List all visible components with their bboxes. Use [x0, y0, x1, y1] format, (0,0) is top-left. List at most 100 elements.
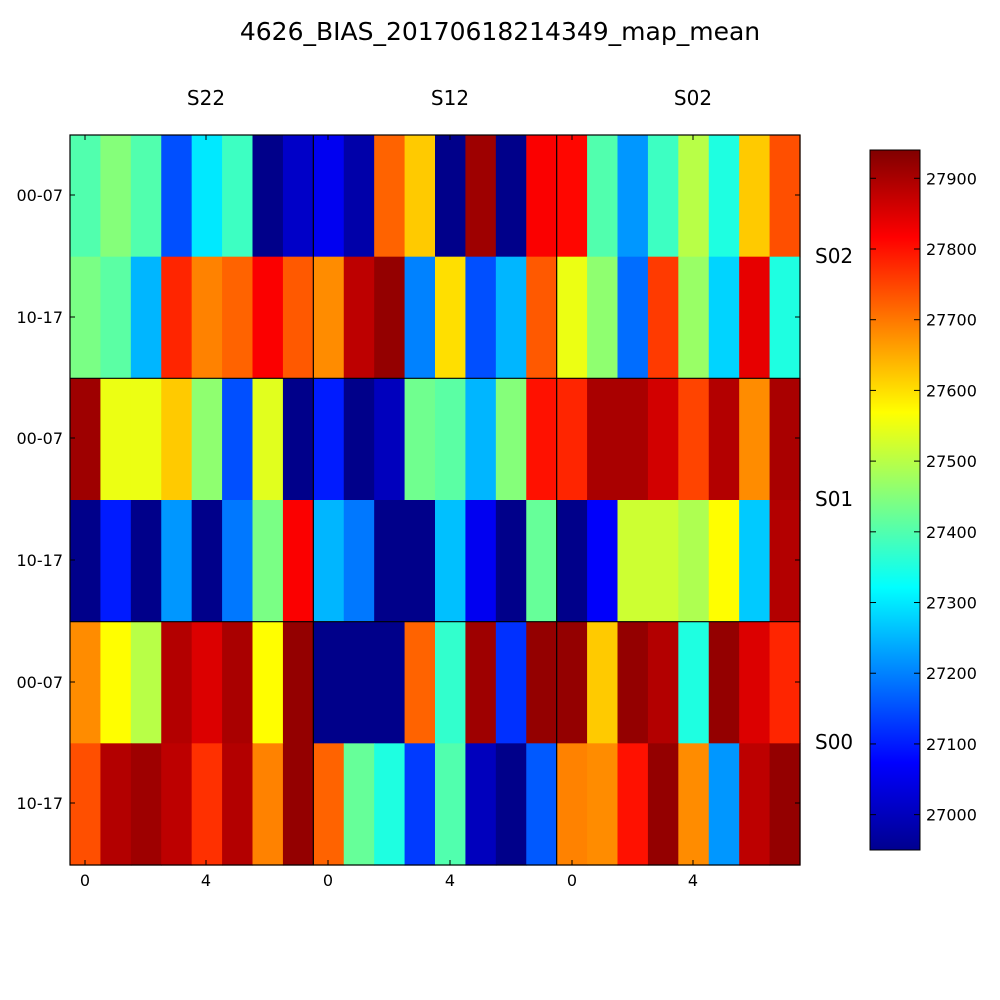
- row-tick-label: 10-17: [17, 551, 64, 570]
- x-tick-label: 0: [323, 871, 333, 890]
- heatmap-cell: [587, 378, 619, 501]
- colorbar-ticks: 27000 27100 27200 27300 27400 27500 27600 27700…: [870, 169, 977, 825]
- heatmap-cell: [161, 135, 193, 258]
- row-tick-label: 00-07: [17, 673, 64, 692]
- heatmap-cell: [739, 743, 771, 866]
- heatmap-cell: [252, 135, 284, 258]
- heatmap-cell: [526, 378, 558, 501]
- heatmap-cell: [161, 500, 193, 623]
- heatmap-cell: [739, 621, 771, 744]
- heatmap-cell: [191, 135, 223, 258]
- heatmap-cell: [739, 378, 771, 501]
- colorbar: 27000 27100 27200 27300 27400 27500 27600 27700…: [869, 149, 977, 851]
- heatmap-cell: [282, 135, 314, 258]
- heatmap-cell: [769, 378, 801, 501]
- heatmap-cell: [282, 743, 314, 866]
- heatmap-cell: [343, 256, 375, 379]
- heatmap-cell: [282, 378, 314, 501]
- heatmap-cell: [404, 621, 436, 744]
- column-group-label: S22: [187, 86, 225, 110]
- heatmap-cell: [465, 256, 497, 379]
- heatmap-cell: [313, 500, 345, 623]
- heatmap-cell: [404, 743, 436, 866]
- heatmap-cell: [100, 256, 132, 379]
- heatmap-cell: [404, 378, 436, 501]
- heatmap-cell: [222, 743, 254, 866]
- heatmap-cell: [252, 378, 284, 501]
- heatmap-cell: [587, 135, 619, 258]
- colorbar-tick-label: 27800: [926, 240, 977, 259]
- row-tick-label: 10-17: [17, 308, 64, 327]
- heatmap-cell: [130, 743, 162, 866]
- heatmap-cell: [374, 378, 406, 501]
- heatmap-cell: [556, 256, 588, 379]
- heatmap-cell: [708, 743, 740, 866]
- heatmap-cell: [587, 621, 619, 744]
- row-tick-label: 00-07: [17, 186, 64, 205]
- heatmap-cell: [70, 500, 102, 623]
- heatmap-cell: [130, 621, 162, 744]
- colorbar-tick-label: 27600: [926, 381, 977, 400]
- heatmap-cell: [404, 256, 436, 379]
- heatmap-cell: [678, 743, 710, 866]
- colorbar-tick-label: 27700: [926, 311, 977, 330]
- heatmap-cell: [465, 621, 497, 744]
- heatmap-cell: [556, 743, 588, 866]
- heatmap-cell: [404, 500, 436, 623]
- heatmap-cell: [495, 378, 527, 501]
- heatmap-cell: [222, 256, 254, 379]
- heatmap-cell: [678, 256, 710, 379]
- heatmap-cell: [739, 500, 771, 623]
- heatmap-cell: [769, 135, 801, 258]
- heatmap-cell: [647, 378, 679, 501]
- heatmap-cell: [617, 378, 649, 501]
- heatmap-cell: [313, 135, 345, 258]
- heatmap-cell: [252, 743, 284, 866]
- heatmap-cell: [343, 621, 375, 744]
- heatmap-cell: [130, 378, 162, 501]
- column-group-label: S02: [674, 86, 712, 110]
- chart-title: 4626_BIAS_20170618214349_map_mean: [240, 17, 760, 46]
- heatmap-cell: [526, 135, 558, 258]
- heatmap-cell: [617, 743, 649, 866]
- heatmap-cell: [495, 135, 527, 258]
- heatmap-cell: [70, 743, 102, 866]
- colorbar-tick-label: 27500: [926, 452, 977, 471]
- heatmap-cell: [739, 135, 771, 258]
- heatmap-cell: [374, 256, 406, 379]
- x-tick-label: 0: [80, 871, 90, 890]
- heatmap-cell: [465, 378, 497, 501]
- heatmap-cell: [252, 500, 284, 623]
- heatmap-cell: [282, 256, 314, 379]
- heatmap-cell: [617, 135, 649, 258]
- heatmap-cell: [708, 256, 740, 379]
- heatmap-cell: [769, 500, 801, 623]
- heatmap-cell: [769, 621, 801, 744]
- heatmap-cell: [435, 378, 467, 501]
- heatmap-cell: [647, 256, 679, 379]
- heatmap-cell: [100, 135, 132, 258]
- heatmap-cell: [678, 621, 710, 744]
- x-tick-label: 0: [567, 871, 577, 890]
- heatmap-cell: [343, 500, 375, 623]
- column-group-label: S12: [431, 86, 469, 110]
- heatmap-cell: [191, 378, 223, 501]
- heatmap-cell: [313, 256, 345, 379]
- heatmap-cell: [647, 135, 679, 258]
- heatmap-cell: [678, 135, 710, 258]
- heatmap-cell: [526, 743, 558, 866]
- heatmap-cell: [374, 135, 406, 258]
- heatmap-cell: [222, 500, 254, 623]
- heatmap-cell: [678, 378, 710, 501]
- heatmap-cell: [617, 500, 649, 623]
- colorbar-tick-label: 27200: [926, 664, 977, 683]
- heatmap-cell: [465, 743, 497, 866]
- heatmap-cell: [769, 743, 801, 866]
- heatmap-cell: [708, 500, 740, 623]
- heatmap-cell: [100, 378, 132, 501]
- heatmap-cell: [161, 621, 193, 744]
- heatmap-cell: [100, 621, 132, 744]
- heatmap-cell: [191, 500, 223, 623]
- x-tick-label: 4: [445, 871, 455, 890]
